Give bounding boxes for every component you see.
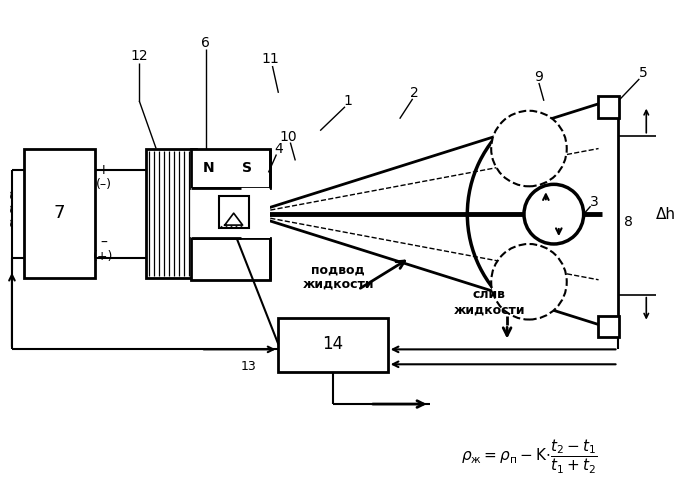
Text: ≈: ≈ <box>7 216 17 226</box>
Text: подвод: подвод <box>311 263 365 276</box>
Text: 13: 13 <box>240 360 257 373</box>
Bar <box>146 149 196 278</box>
Text: $\rho_{\mathsf{ж}} = \rho_{\mathsf{п}} - \mathrm{K}{\cdot}\dfrac{t_2-t_1}{t_1+t_: $\rho_{\mathsf{ж}} = \rho_{\mathsf{п}} -… <box>461 438 597 476</box>
Bar <box>598 96 619 118</box>
Text: 3: 3 <box>590 195 599 209</box>
Text: 2: 2 <box>410 86 419 100</box>
Text: жидкости: жидкости <box>302 277 374 290</box>
Text: ≈: ≈ <box>7 189 17 198</box>
Text: ≈: ≈ <box>7 202 17 212</box>
Bar <box>278 318 388 372</box>
Text: 7: 7 <box>54 204 66 222</box>
Text: (+): (+) <box>93 250 114 263</box>
Text: +: + <box>98 164 109 178</box>
Circle shape <box>524 184 584 244</box>
Text: 5: 5 <box>639 66 648 80</box>
Bar <box>191 149 271 188</box>
Bar <box>24 149 96 278</box>
Circle shape <box>491 244 567 319</box>
Bar <box>191 188 271 238</box>
Bar <box>219 197 249 228</box>
Text: N: N <box>203 162 215 175</box>
Text: 10: 10 <box>280 130 297 144</box>
Text: 12: 12 <box>131 49 148 63</box>
Text: 8: 8 <box>624 215 633 229</box>
Text: Δh: Δh <box>656 207 676 222</box>
Text: (–): (–) <box>96 178 111 191</box>
Text: 9: 9 <box>535 70 543 84</box>
Text: –: – <box>100 236 107 250</box>
Bar <box>598 316 619 337</box>
Text: жидкости: жидкости <box>454 303 525 316</box>
Text: S: S <box>242 162 252 175</box>
Text: 14: 14 <box>322 335 344 353</box>
Text: 1: 1 <box>344 94 352 108</box>
Circle shape <box>491 111 567 186</box>
Bar <box>191 238 271 280</box>
Text: 4: 4 <box>274 141 283 155</box>
Text: 6: 6 <box>201 36 210 50</box>
Text: слив: слив <box>473 288 505 301</box>
Text: 11: 11 <box>261 52 280 66</box>
